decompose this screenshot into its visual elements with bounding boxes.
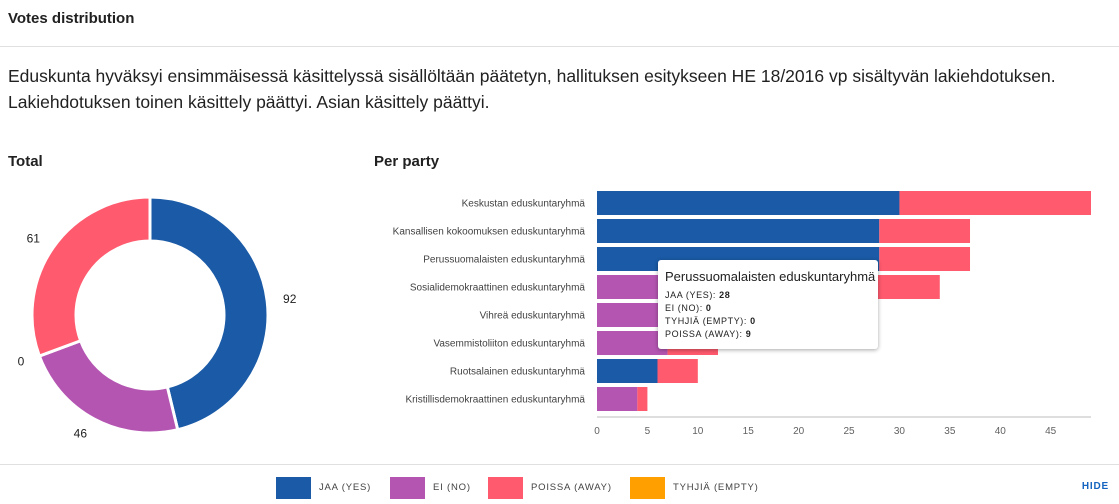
donut-label-yes: 92 bbox=[283, 292, 297, 306]
tooltip-row-yes: JAA (YES): 28 bbox=[665, 290, 731, 300]
legend-swatch-no bbox=[390, 477, 425, 499]
x-tick-label: 45 bbox=[1045, 426, 1057, 437]
hide-button[interactable]: HIDE bbox=[1081, 481, 1109, 492]
per-party-chart-title: Per party bbox=[374, 153, 440, 170]
x-tick-label: 10 bbox=[692, 426, 704, 437]
x-tick-label: 40 bbox=[995, 426, 1007, 437]
legend-label-away: POISSA (AWAY) bbox=[531, 482, 612, 493]
donut-slice-away[interactable] bbox=[30, 195, 152, 358]
legend-footer: JAA (YES) EI (NO) POISSA (AWAY) TYHJIÄ (… bbox=[0, 464, 1119, 504]
bar-segment-away[interactable] bbox=[879, 219, 971, 243]
legend-swatch-empty bbox=[630, 477, 665, 499]
legend-swatch-yes bbox=[276, 477, 311, 499]
bar-segment-away[interactable] bbox=[899, 191, 1091, 215]
bar-segment-away[interactable] bbox=[637, 387, 648, 411]
total-donut-chart: 92 46 0 61 bbox=[18, 195, 297, 440]
legend-label-yes: JAA (YES) bbox=[319, 482, 372, 493]
category-label: Keskustan eduskuntaryhmä bbox=[462, 199, 586, 210]
x-tick-label: 35 bbox=[944, 426, 956, 437]
x-tick-label: 25 bbox=[843, 426, 855, 437]
donut-slice-yes[interactable] bbox=[148, 195, 270, 432]
x-tick-label: 5 bbox=[645, 426, 651, 437]
category-label: Vihreä eduskuntaryhmä bbox=[480, 311, 586, 322]
donut-label-away: 61 bbox=[27, 231, 41, 245]
donut-slice-no[interactable] bbox=[37, 338, 180, 435]
donut-label-empty: 0 bbox=[18, 355, 25, 369]
category-label: Perussuomalaisten eduskuntaryhmä bbox=[423, 255, 585, 266]
vote-description: Eduskunta hyväksyi ensimmäisessä käsitte… bbox=[8, 66, 1056, 112]
category-label: Kristillisdemokraattinen eduskuntaryhmä bbox=[405, 395, 585, 406]
tooltip-row-away: POISSA (AWAY): 9 bbox=[665, 329, 752, 339]
legend-label-no: EI (NO) bbox=[433, 482, 471, 493]
total-chart-title: Total bbox=[8, 153, 43, 170]
x-tick-label: 15 bbox=[743, 426, 755, 437]
bar-segment-yes[interactable] bbox=[597, 219, 880, 243]
x-tick-label: 30 bbox=[894, 426, 906, 437]
category-label: Ruotsalainen eduskuntaryhmä bbox=[450, 367, 586, 378]
x-tick-label: 20 bbox=[793, 426, 805, 437]
bar-segment-yes[interactable] bbox=[597, 359, 658, 383]
tooltip-title: Perussuomalaisten eduskuntaryhmä bbox=[665, 269, 876, 284]
tooltip-row-no: EI (NO): 0 bbox=[665, 303, 712, 313]
bar-segment-yes[interactable] bbox=[597, 191, 900, 215]
chart-tooltip: Perussuomalaisten eduskuntaryhmä JAA (YE… bbox=[658, 260, 878, 349]
x-tick-label: 0 bbox=[594, 426, 600, 437]
bar-segment-no[interactable] bbox=[597, 387, 638, 411]
legend-swatch-away bbox=[488, 477, 523, 499]
category-label: Kansallisen kokoomuksen eduskuntaryhmä bbox=[393, 227, 586, 238]
bar-segment-away[interactable] bbox=[657, 359, 698, 383]
category-label: Vasemmistoliiton eduskuntaryhmä bbox=[433, 339, 585, 350]
page-title: Votes distribution bbox=[8, 10, 135, 27]
bar-segment-no[interactable] bbox=[597, 331, 668, 355]
category-label: Sosialidemokraattinen eduskuntaryhmä bbox=[410, 283, 586, 294]
tooltip-row-empty: TYHJIÄ (EMPTY): 0 bbox=[665, 316, 756, 326]
bar-segment-away[interactable] bbox=[879, 247, 971, 271]
legend-label-empty: TYHJIÄ (EMPTY) bbox=[673, 482, 759, 493]
header: Votes distribution bbox=[0, 0, 1119, 47]
donut-label-no: 46 bbox=[74, 426, 88, 440]
